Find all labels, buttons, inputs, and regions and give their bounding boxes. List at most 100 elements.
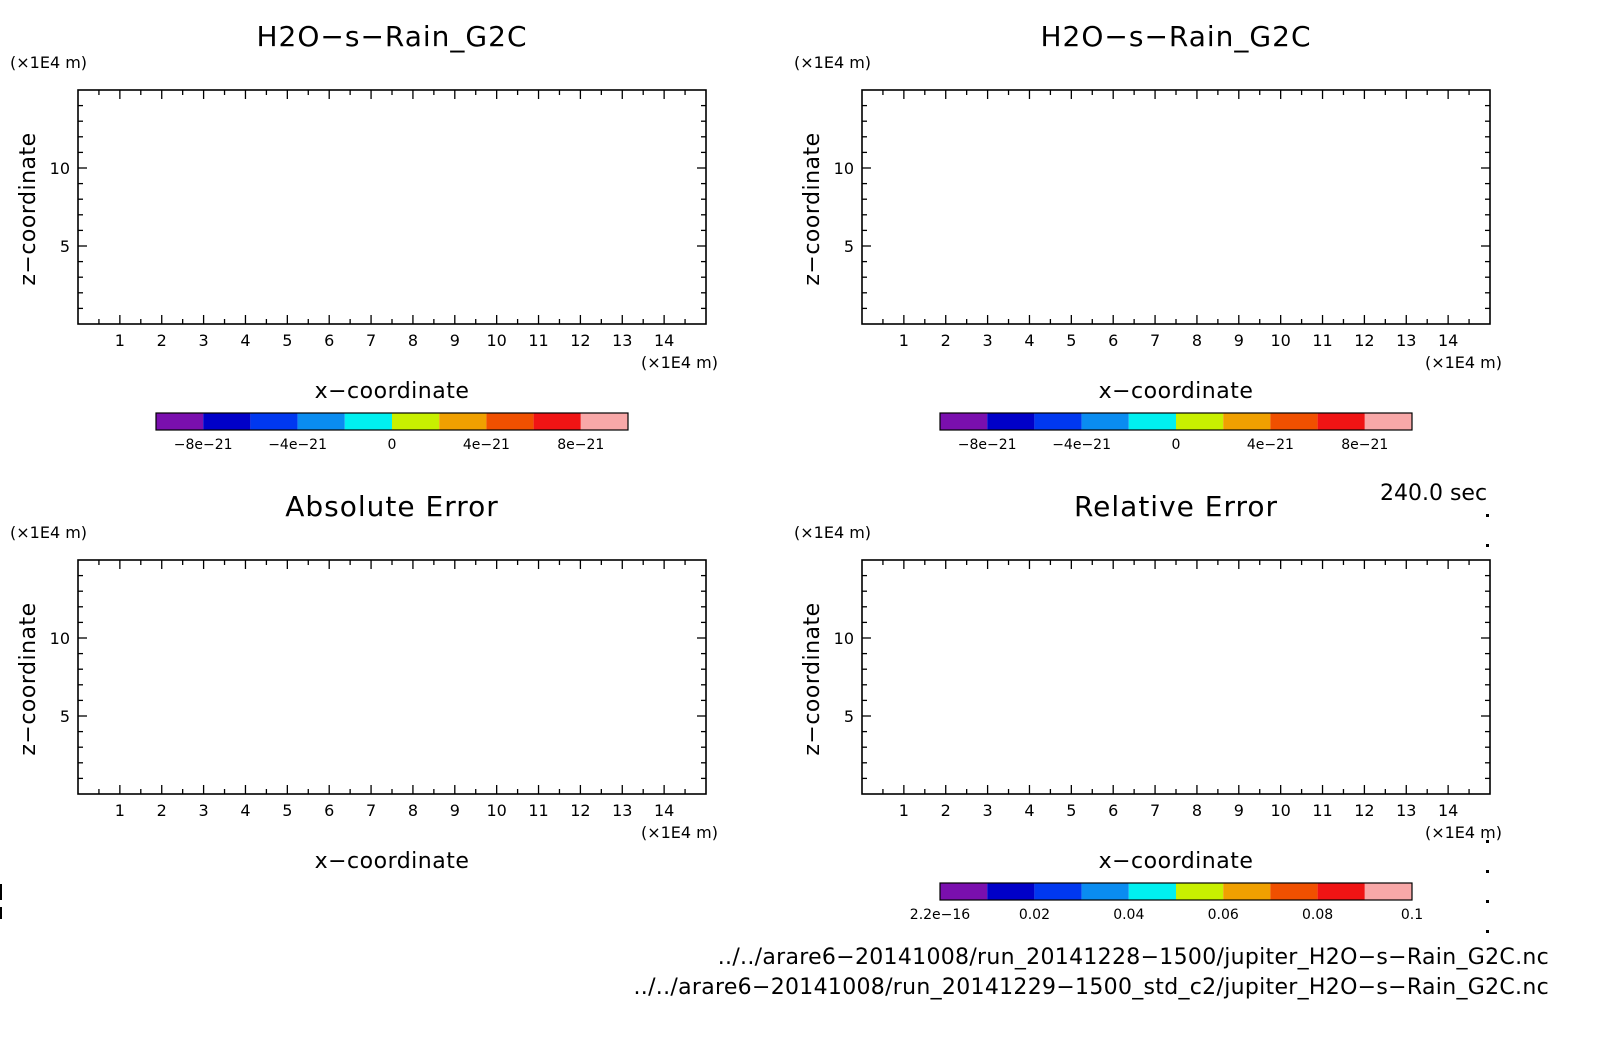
x-tick-label: 11	[1312, 801, 1332, 820]
colorbar-label: −8e−21	[958, 437, 1017, 453]
x-tick-label: 1	[115, 801, 125, 820]
colorbar-swatch	[1081, 413, 1129, 430]
decoration-dot	[1486, 900, 1489, 903]
colorbar-label: 0	[388, 437, 397, 453]
x-tick-label: 1	[115, 331, 125, 350]
x-tick-label: 13	[1396, 801, 1416, 820]
x-tick-label: 6	[324, 801, 334, 820]
chart-svg: Absolute Error(×1E4 m)1 2 3 4 5 6 7 8 9 10 11 12 13 1…	[10, 490, 718, 874]
colorbar-swatch	[439, 413, 487, 430]
colorbar-swatch	[344, 413, 392, 430]
colorbar-frame	[939, 882, 1413, 901]
x-tick-label: 10	[1270, 331, 1290, 350]
panel-bottom-right: Relative Error (×1E4 m) 1 2 3 4 5 6 7 8 9 10 11 12 13 1…	[784, 470, 1584, 950]
file-path-2: ../../arare6−20141008/run_20141229−1500_…	[633, 975, 1549, 1000]
x-tick-label: 5	[282, 801, 292, 820]
colorbar-swatch	[1364, 883, 1412, 900]
x-tick-label: 14	[1438, 331, 1458, 350]
x-tick-label: 12	[1354, 331, 1374, 350]
time-label: 240.0 sec	[1380, 481, 1488, 506]
colorbar-swatch	[1034, 413, 1082, 430]
x-tick-label: 7	[366, 331, 376, 350]
x-tick-label: 5	[1066, 801, 1076, 820]
colorbar-swatch	[203, 413, 251, 430]
file-path-1: ../../arare6−20141008/run_20141228−1500/…	[717, 945, 1549, 970]
x-tick-label: 12	[570, 801, 590, 820]
colorbar-frame	[939, 412, 1413, 431]
colorbar-swatch	[987, 883, 1035, 900]
x-tick-label: 2	[157, 331, 167, 350]
x-tick-label: 13	[612, 331, 632, 350]
panel-top-left: H2O−s−Rain_G2C (×1E4 m) 1 2 3 4 5 6 7 8 9 10 11 12 13 1…	[0, 0, 800, 480]
x-tick-label: 4	[240, 331, 250, 350]
x-tick-label: 7	[366, 801, 376, 820]
colorbar-swatch	[1317, 883, 1365, 900]
colorbar-label: 4e−21	[463, 437, 510, 453]
colorbar-swatch	[1223, 413, 1271, 430]
y-unit-label: (×1E4 m)	[10, 53, 87, 72]
colorbar-swatch	[1223, 883, 1271, 900]
x-tick-label: 4	[1024, 801, 1034, 820]
y-tick-label: 10	[834, 159, 854, 178]
decoration-dot	[1486, 514, 1489, 517]
plot-frame	[77, 559, 707, 795]
colorbar-swatch	[392, 413, 440, 430]
colorbar-swatch	[1270, 413, 1318, 430]
x-tick-label: 11	[528, 331, 548, 350]
colorbar-label: 0.06	[1208, 907, 1239, 923]
x-tick-label: 8	[1192, 801, 1202, 820]
x-axis-label: x−coordinate	[315, 379, 470, 404]
colorbar-swatch	[1034, 883, 1082, 900]
x-tick-label: 9	[1234, 331, 1244, 350]
colorbar-label: 4e−21	[1247, 437, 1294, 453]
colorbar-swatch	[1270, 883, 1318, 900]
colorbar-swatch	[940, 883, 988, 900]
x-unit-label: (×1E4 m)	[1425, 353, 1502, 372]
plot-frame	[861, 89, 1491, 325]
y-tick-label: 10	[50, 159, 70, 178]
x-tick-label: 6	[1108, 331, 1118, 350]
y-unit-label: (×1E4 m)	[10, 523, 87, 542]
y-tick-label: 10	[834, 629, 854, 648]
chart-title: H2O−s−Rain_G2C	[256, 20, 527, 53]
colorbar-swatch	[1176, 413, 1224, 430]
x-tick-label: 12	[570, 331, 590, 350]
colorbar-swatch	[940, 413, 988, 430]
x-tick-label: 9	[1234, 801, 1244, 820]
chart-svg: H2O−s−Rain_G2C(×1E4 m)1 2 3 4 5 6 7 8 9 10 11 12 13 1…	[794, 20, 1502, 453]
x-tick-label: 10	[1270, 801, 1290, 820]
x-axis-label: x−coordinate	[1099, 849, 1254, 874]
decoration-dot	[1486, 930, 1489, 933]
chart-svg: H2O−s−Rain_G2C(×1E4 m)1 2 3 4 5 6 7 8 9 10 11 12 13 1…	[10, 20, 718, 453]
x-tick-label: 5	[282, 331, 292, 350]
colorbar-label: 0.04	[1113, 907, 1144, 923]
y-tick-label: 5	[844, 237, 854, 256]
x-tick-label: 13	[612, 801, 632, 820]
y-axis-label: z−coordinate	[800, 132, 825, 285]
colorbar-label: 8e−21	[557, 437, 604, 453]
colorbar-swatch	[156, 413, 204, 430]
colorbar-swatch	[486, 413, 534, 430]
x-tick-label: 9	[450, 801, 460, 820]
x-tick-label: 8	[408, 801, 418, 820]
x-tick-label: 14	[1438, 801, 1458, 820]
y-tick-label: 5	[60, 707, 70, 726]
x-tick-label: 3	[983, 331, 993, 350]
y-axis-label: z−coordinate	[800, 602, 825, 755]
x-tick-label: 6	[324, 331, 334, 350]
colorbar-swatch	[987, 413, 1035, 430]
x-tick-label: 2	[941, 801, 951, 820]
decoration-dot	[1486, 544, 1489, 547]
x-tick-label: 2	[941, 331, 951, 350]
x-tick-label: 3	[199, 331, 209, 350]
colorbar-label: −4e−21	[268, 437, 327, 453]
decoration-dot	[1486, 870, 1489, 873]
x-tick-label: 11	[528, 801, 548, 820]
colorbar-swatch	[1364, 413, 1412, 430]
chart-title: Absolute Error	[285, 490, 499, 523]
colorbar-swatch	[1128, 413, 1176, 430]
x-tick-label: 11	[1312, 331, 1332, 350]
chart-title: H2O−s−Rain_G2C	[1040, 20, 1311, 53]
x-tick-label: 10	[486, 331, 506, 350]
colorbar-label: 0.08	[1302, 907, 1333, 923]
